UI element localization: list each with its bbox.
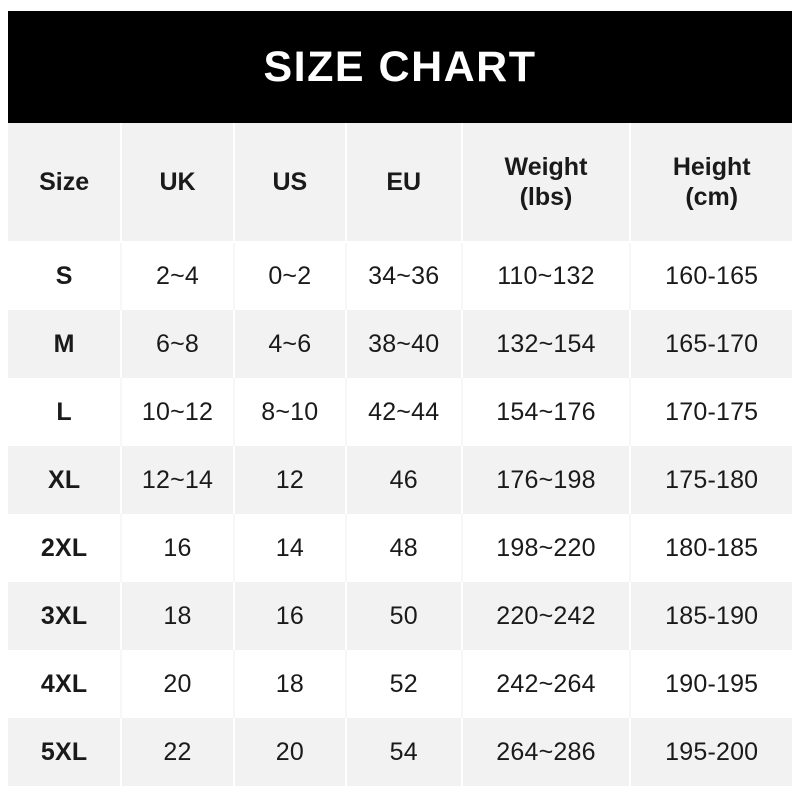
cell-eu: 54 — [345, 718, 463, 786]
cell-height: 175-180 — [665, 465, 759, 494]
cell-uk: 18 — [121, 582, 235, 650]
cell-size: 3XL — [8, 582, 123, 650]
column-header-weight: Weight (lbs) — [461, 123, 632, 243]
cell-eu: 34~36 — [345, 242, 463, 310]
cell-height: 170-175 — [665, 397, 759, 426]
table-row: XL 12~14 12 46 176~198 175-180 — [8, 446, 792, 514]
cell-size: L — [8, 378, 123, 446]
cell-us: 0~2 — [233, 242, 347, 310]
table-header: Size UK US EU Weight (lbs) Height (cm) — [8, 123, 792, 243]
cell-weight: 132~154 — [461, 310, 632, 378]
cell-us: 8~10 — [233, 378, 347, 446]
cell-height: 180-185 — [665, 533, 759, 562]
cell-uk: 10~12 — [121, 378, 235, 446]
cell-size: 4XL — [8, 650, 123, 718]
cell-weight: 264~286 — [461, 718, 632, 786]
table-row: M 6~8 4~6 38~40 132~154 165-170 — [8, 310, 792, 378]
table-header-row: Size UK US EU Weight (lbs) Height (cm) — [8, 123, 792, 243]
cell-eu: 42~44 — [345, 378, 463, 446]
cell-eu: 46 — [345, 446, 463, 514]
column-header-height-label: Height — [672, 152, 751, 181]
cell-size: XL — [8, 446, 123, 514]
table-row: S 2~4 0~2 34~36 110~132 160-165 — [8, 242, 792, 310]
cell-weight: 220~242 — [461, 582, 632, 650]
cell-us: 18 — [233, 650, 347, 718]
cell-weight: 110~132 — [461, 242, 632, 310]
column-header-uk-label: UK — [159, 167, 196, 196]
column-header-weight-label: Weight — [504, 152, 588, 181]
table-row: 4XL 20 18 52 242~264 190-195 — [8, 650, 792, 718]
column-header-us: US — [233, 123, 347, 243]
cell-us: 12 — [233, 446, 347, 514]
column-header-height-unit: (cm) — [685, 183, 739, 211]
cell-height: 195-200 — [665, 737, 759, 766]
cell-eu: 48 — [345, 514, 463, 582]
column-header-size-label: Size — [39, 167, 90, 196]
cell-weight: 176~198 — [461, 446, 632, 514]
cell-uk: 2~4 — [121, 242, 235, 310]
cell-weight: 198~220 — [461, 514, 632, 582]
title-banner: SIZE CHART — [8, 11, 792, 123]
cell-uk: 6~8 — [121, 310, 235, 378]
cell-weight: 154~176 — [461, 378, 632, 446]
cell-size: S — [8, 242, 123, 310]
cell-us: 4~6 — [233, 310, 347, 378]
cell-height: 185-190 — [665, 601, 759, 630]
cell-us: 20 — [233, 718, 347, 786]
cell-uk: 16 — [121, 514, 235, 582]
cell-uk: 12~14 — [121, 446, 235, 514]
cell-height: 165-170 — [665, 329, 759, 358]
cell-uk: 22 — [121, 718, 235, 786]
cell-height: 160-165 — [665, 262, 759, 290]
table-row: 3XL 18 16 50 220~242 185-190 — [8, 582, 792, 650]
cell-eu: 50 — [345, 582, 463, 650]
cell-uk: 20 — [121, 650, 235, 718]
cell-size: M — [8, 310, 123, 378]
table-body: S 2~4 0~2 34~36 110~132 160-165 M 6~8 4~… — [8, 242, 792, 786]
table-row: L 10~12 8~10 42~44 154~176 170-175 — [8, 378, 792, 446]
column-header-uk: UK — [121, 123, 235, 243]
cell-eu: 38~40 — [345, 310, 463, 378]
page-title: SIZE CHART — [263, 42, 537, 91]
cell-height: 190-195 — [665, 669, 759, 698]
column-header-eu-label: EU — [386, 167, 422, 196]
table-row: 2XL 16 14 48 198~220 180-185 — [8, 514, 792, 582]
column-header-weight-unit: (lbs) — [519, 183, 573, 211]
cell-size: 2XL — [8, 514, 123, 582]
column-header-size: Size — [8, 123, 123, 243]
table-row: 5XL 22 20 54 264~286 195-200 — [8, 718, 792, 786]
cell-us: 16 — [233, 582, 347, 650]
size-chart-table: Size UK US EU Weight (lbs) Height (cm) — [8, 123, 792, 786]
column-header-height: Height (cm) — [630, 123, 792, 243]
cell-us: 14 — [233, 514, 347, 582]
column-header-us-label: US — [272, 167, 308, 196]
cell-weight: 242~264 — [461, 650, 632, 718]
cell-size: 5XL — [8, 718, 123, 786]
cell-eu: 52 — [345, 650, 463, 718]
column-header-eu: EU — [345, 123, 463, 243]
